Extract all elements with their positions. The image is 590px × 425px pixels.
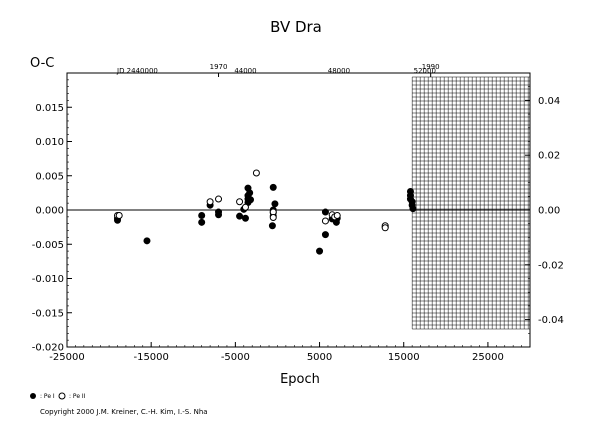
- right-tick-label: 0.04: [538, 96, 560, 107]
- legend-label-pe2: : Pe II: [69, 393, 86, 400]
- x-tick-label: -5000: [221, 352, 250, 363]
- y-tick-label: 0.005: [35, 171, 64, 182]
- y-axis-right: -0.04 -0.02 0.00 0.02 0.04: [525, 72, 564, 348]
- right-tick-label: 0.02: [538, 151, 560, 162]
- data-point-pe2: [206, 198, 214, 206]
- data-point-pe1: [321, 231, 329, 239]
- data-point-pe1: [241, 214, 249, 222]
- data-point-pe1: [247, 196, 255, 204]
- data-point-pe1: [321, 208, 329, 216]
- x-tick-label: 15000: [388, 352, 420, 363]
- jd-prefix-label: JD 2440000: [116, 67, 158, 75]
- legend-marker-pe1: [30, 393, 36, 399]
- data-point-pe2: [115, 211, 123, 219]
- jd-tick-label: 48000: [328, 67, 350, 75]
- year-tick-label: 1990: [422, 63, 440, 71]
- right-tick-label: -0.04: [538, 315, 564, 326]
- y-axis-left: -0.020 -0.015 -0.010 -0.005 0.000 0.005 0.010 0…: [32, 72, 72, 354]
- data-point-pe2: [241, 203, 249, 211]
- jd-tick-label: 52000: [414, 67, 436, 75]
- data-point-pe1: [268, 222, 276, 230]
- right-tick-label: 0.00: [538, 206, 560, 217]
- x-tick-label: 25000: [472, 352, 504, 363]
- x-axis-label: Epoch: [280, 372, 320, 387]
- y-tick-label: -0.015: [32, 308, 64, 319]
- data-point-pe2: [269, 214, 277, 222]
- data-point-pe1: [198, 211, 206, 219]
- jd-tick-label: 44000: [234, 67, 256, 75]
- data-point-pe1: [269, 183, 277, 191]
- x-tick-label: -25000: [49, 352, 84, 363]
- data-point-pe1: [236, 212, 244, 220]
- data-point-pe1: [316, 247, 324, 255]
- copyright-text: Copyright 2000 J.M. Kreiner, C.-H. Kim, …: [40, 408, 208, 416]
- grid-region: [411, 76, 530, 330]
- y-axis-label: O-C: [30, 56, 54, 71]
- right-tick-label: -0.02: [538, 260, 564, 271]
- data-point-pe2: [215, 195, 223, 203]
- x-axis-bottom: -25000 -15000 -5000 5000 15000 25000: [49, 342, 531, 363]
- legend-marker-pe2: [58, 392, 66, 400]
- data-point-pe1: [246, 189, 254, 197]
- data-point-pe1: [409, 205, 417, 213]
- x-tick-label: -15000: [133, 352, 168, 363]
- data-point-pe2: [381, 224, 389, 232]
- data-point-pe1: [198, 218, 206, 226]
- y-tick-label: -0.020: [32, 343, 64, 354]
- data-point-pe2: [333, 211, 341, 219]
- x-tick-label: 5000: [307, 352, 332, 363]
- data-points: [114, 169, 417, 255]
- data-point-pe1: [271, 200, 279, 208]
- legend: : Pe I : Pe II: [30, 392, 86, 400]
- data-point-pe1: [143, 237, 151, 245]
- y-tick-label: -0.010: [32, 274, 64, 285]
- y-tick-label: 0.000: [35, 206, 64, 217]
- data-point-pe2: [252, 169, 260, 177]
- legend-label-pe1: : Pe I: [40, 393, 55, 400]
- year-tick-label: 1970: [210, 63, 228, 71]
- data-point-pe1: [215, 211, 223, 219]
- x-axis-top: 1970 1990 44000 48000 52000: [210, 63, 440, 77]
- y-tick-label: -0.005: [32, 240, 64, 251]
- y-tick-label: 0.015: [35, 103, 64, 114]
- y-tick-label: 0.010: [35, 137, 64, 148]
- data-point-pe2: [321, 217, 329, 225]
- chart-title: BV Dra: [270, 18, 322, 36]
- data-point-pe2: [236, 198, 244, 206]
